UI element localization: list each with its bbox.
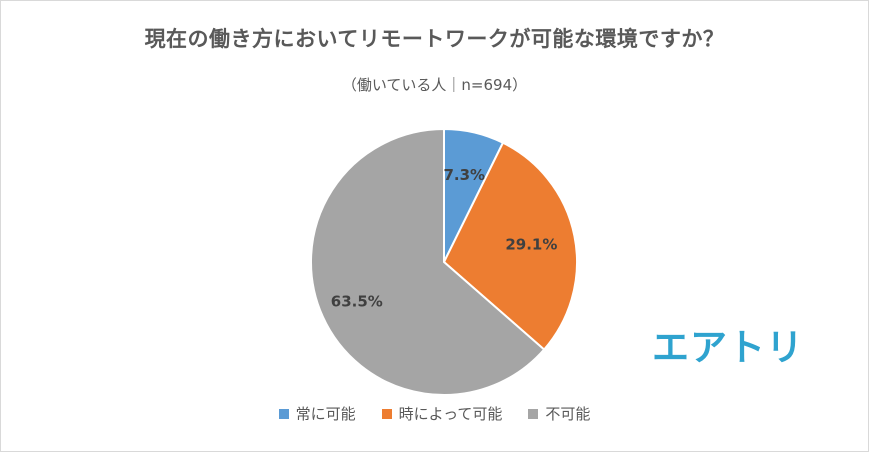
legend-item-sometimes: 時によって可能 bbox=[381, 403, 503, 424]
chart-title: 現在の働き方においてリモートワークが可能な環境ですか？ bbox=[144, 27, 725, 51]
legend-item-always: 常に可能 bbox=[278, 403, 356, 424]
pie-slice-sometimes bbox=[442, 141, 578, 351]
legend-label-impossible: 不可能 bbox=[545, 405, 591, 423]
data-label-always: 7.3% bbox=[443, 166, 485, 184]
legend-label-sometimes: 時によって可能 bbox=[398, 405, 503, 423]
legend-swatch-always bbox=[278, 408, 289, 419]
legend-swatch-sometimes bbox=[381, 408, 392, 419]
chart-subtitle: （働いている人｜n=694） bbox=[341, 76, 528, 94]
data-label-sometimes: 29.1% bbox=[505, 236, 557, 254]
legend-swatch-impossible bbox=[528, 408, 539, 419]
airtrip-logo: エアトリ bbox=[652, 326, 804, 369]
legend-label-always: 常に可能 bbox=[295, 405, 356, 423]
chart-legend: 常に可能 時によって可能 不可能 bbox=[1, 403, 868, 424]
pie-slice-impossible bbox=[310, 127, 546, 396]
legend-item-impossible: 不可能 bbox=[528, 403, 590, 424]
data-label-impossible: 63.5% bbox=[331, 293, 383, 311]
